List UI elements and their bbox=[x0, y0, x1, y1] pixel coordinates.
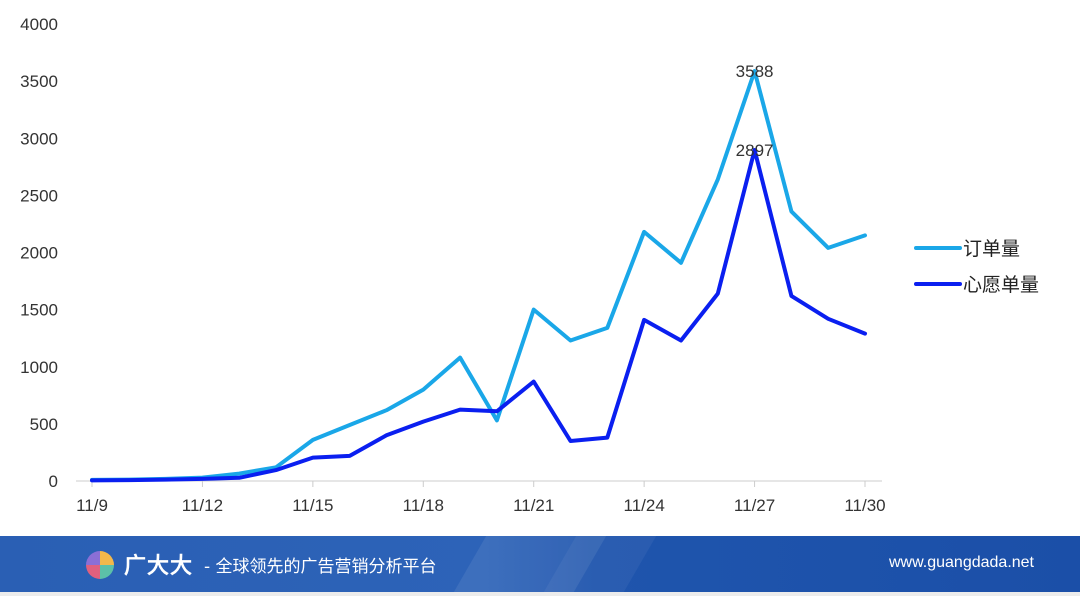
y-tick-label: 2500 bbox=[20, 186, 58, 205]
series-line-2 bbox=[90, 148, 867, 483]
y-tick-label: 3500 bbox=[20, 72, 58, 91]
y-tick-label: 500 bbox=[30, 415, 58, 434]
series-lines bbox=[90, 69, 867, 483]
y-tick-label: 3000 bbox=[20, 129, 58, 148]
brand-logo-icon bbox=[86, 551, 114, 579]
x-axis-ticks: 11/9 11/12 11/15 11/18 11/21 11/24 11/27 11/30 bbox=[76, 481, 886, 515]
x-tick-label: 11/15 bbox=[292, 496, 333, 515]
x-tick-label: 11/30 bbox=[844, 496, 885, 515]
x-tick-label: 11/18 bbox=[403, 496, 444, 515]
x-tick-label: 11/24 bbox=[624, 496, 665, 515]
y-tick-label: 1000 bbox=[20, 358, 58, 377]
legend-label: 心愿单量 bbox=[963, 274, 1039, 296]
series-line-1 bbox=[90, 69, 867, 482]
x-tick-label: 11/21 bbox=[513, 496, 554, 515]
brand-url[interactable]: www.guangdada.net bbox=[889, 554, 1034, 571]
y-tick-label: 4000 bbox=[20, 15, 58, 34]
y-tick-label: 0 bbox=[49, 472, 58, 491]
data-labels: 3588 2897 bbox=[736, 62, 774, 160]
y-tick-label: 1500 bbox=[20, 301, 58, 320]
bottom-strip bbox=[0, 592, 1080, 596]
x-tick-label: 11/9 bbox=[76, 496, 108, 515]
y-axis-ticks: 0 500 1000 1500 2000 2500 3000 3500 4000 bbox=[20, 15, 58, 491]
footer-banner: 广大大 - 全球领先的广告营销分析平台 www.guangdada.net bbox=[0, 536, 1080, 592]
data-label: 3588 bbox=[736, 62, 774, 81]
legend-label: 订单量 bbox=[963, 238, 1020, 260]
brand-tagline: - 全球领先的广告营销分析平台 bbox=[204, 557, 437, 577]
brand-name: 广大大 bbox=[124, 554, 194, 579]
x-tick-label: 11/12 bbox=[182, 496, 223, 515]
data-label: 2897 bbox=[736, 141, 774, 160]
y-tick-label: 2000 bbox=[20, 244, 58, 263]
x-tick-label: 11/27 bbox=[734, 496, 775, 515]
